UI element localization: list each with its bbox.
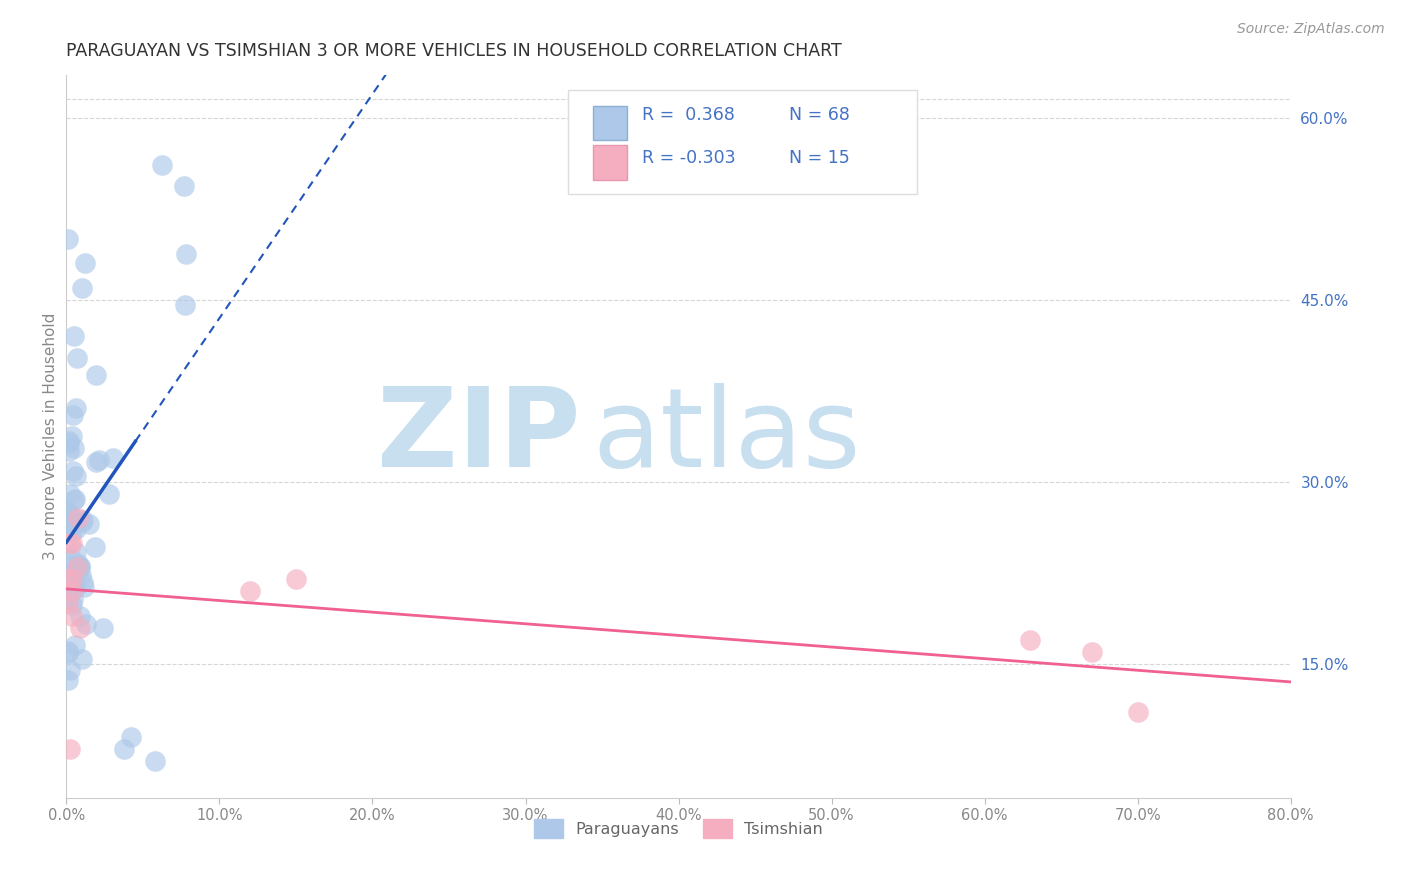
Point (1126, 706, 1149, 720)
Point (56, 673, 79, 687)
Point (72, 575, 94, 590)
Point (63, 581, 86, 595)
Point (69, 621, 91, 635)
Bar (593, 105, 627, 140)
Text: ZIP: ZIP (377, 383, 581, 490)
Point (60, 598, 83, 612)
Point (98, 486, 121, 500)
Point (60, 509, 83, 524)
Text: Source: ZipAtlas.com: Source: ZipAtlas.com (1237, 22, 1385, 37)
Y-axis label: 3 or more Vehicles in Household: 3 or more Vehicles in Household (44, 313, 58, 560)
FancyBboxPatch shape (568, 90, 917, 194)
Point (84, 540, 107, 554)
Point (56, 597, 79, 611)
Point (60, 564, 83, 578)
Point (56, 232, 79, 246)
Point (59, 508, 82, 522)
Point (62, 408, 84, 422)
Point (63, 518, 86, 533)
Point (62, 513, 84, 527)
Point (63, 638, 86, 652)
Point (63, 581, 86, 595)
Point (70, 568, 93, 582)
Point (60, 572, 83, 586)
Point (101, 450, 124, 465)
Point (59, 487, 82, 501)
Point (63, 441, 86, 455)
Point (58, 572, 80, 586)
Point (59, 742, 82, 756)
Point (60, 428, 83, 442)
Point (69, 560, 91, 574)
Point (60, 608, 83, 623)
Point (84, 455, 107, 469)
Point (56, 591, 79, 606)
Point (69, 609, 91, 624)
Text: N = 68: N = 68 (789, 106, 849, 124)
Point (69, 559, 91, 574)
Point (66, 351, 89, 366)
Point (56, 643, 79, 657)
Text: N = 15: N = 15 (789, 149, 849, 168)
Point (65, 401, 87, 416)
Point (63, 492, 86, 507)
Text: atlas: atlas (593, 383, 862, 490)
Point (65, 469, 87, 483)
Point (114, 742, 136, 756)
Point (65, 545, 87, 559)
Point (89, 453, 111, 467)
Point (67, 562, 90, 576)
Point (65, 564, 87, 578)
Point (58, 434, 80, 449)
Legend: Paraguayans, Tsimshian: Paraguayans, Tsimshian (527, 813, 830, 844)
Point (56, 506, 79, 520)
Point (62, 592, 84, 607)
Point (70, 651, 93, 665)
Point (91, 621, 114, 635)
Bar (593, 145, 627, 180)
Point (70, 515, 93, 529)
Point (60, 584, 83, 599)
Point (73, 580, 96, 594)
Point (59, 551, 82, 566)
Point (1019, 632, 1042, 647)
Point (60, 535, 83, 549)
Point (239, 584, 262, 599)
Text: R = -0.303: R = -0.303 (641, 149, 735, 168)
Point (62, 464, 84, 478)
Point (1080, 645, 1102, 659)
Point (58, 646, 80, 660)
Point (285, 572, 308, 586)
Point (58, 436, 80, 450)
Point (62, 329, 84, 343)
Point (120, 730, 142, 744)
Point (72, 513, 94, 527)
Point (174, 247, 197, 261)
Point (66, 560, 89, 574)
Point (67, 511, 90, 525)
Point (75, 617, 97, 632)
Point (60, 524, 83, 539)
Point (143, 755, 166, 769)
Point (73, 256, 96, 270)
Point (66, 558, 89, 572)
Point (150, 158, 173, 172)
Point (70, 281, 93, 295)
Point (77, 516, 100, 531)
Point (63, 492, 86, 507)
Text: PARAGUAYAN VS TSIMSHIAN 3 OR MORE VEHICLES IN HOUSEHOLD CORRELATION CHART: PARAGUAYAN VS TSIMSHIAN 3 OR MORE VEHICL… (66, 42, 842, 60)
Point (65, 522, 87, 536)
Point (174, 298, 197, 312)
Point (59, 663, 82, 677)
Point (84, 368, 107, 383)
Point (173, 178, 195, 193)
Text: R =  0.368: R = 0.368 (641, 106, 735, 124)
Point (59, 535, 82, 549)
Point (58, 444, 80, 458)
Point (63, 570, 86, 584)
Point (56, 520, 79, 534)
Point (60, 558, 83, 572)
